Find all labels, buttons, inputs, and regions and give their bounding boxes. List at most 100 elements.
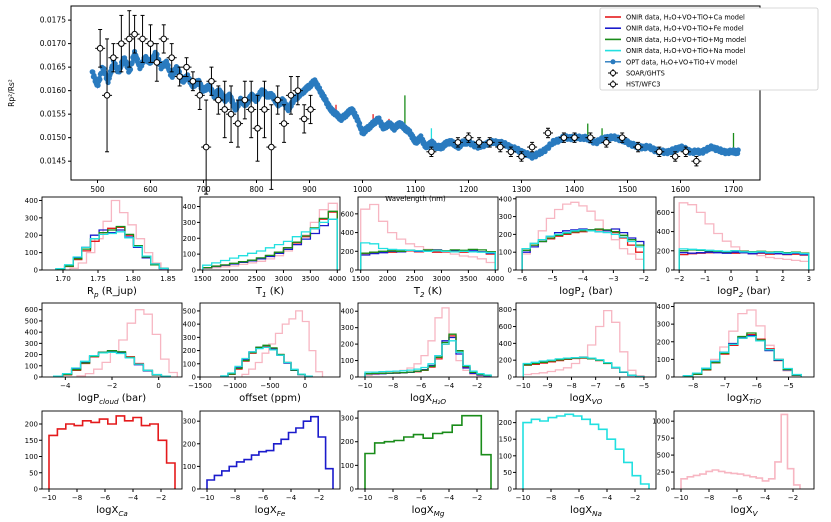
hist-panel-na: −10 −8 −6 −4 −2 0 50 100 150 200 logXNa	[499, 410, 657, 518]
y-tick-label: 500	[183, 307, 196, 315]
y-tick-label: 150	[499, 436, 512, 444]
hist-series-fe	[206, 415, 334, 489]
y-tick-label: 500	[25, 317, 38, 325]
x-tick-label: −9	[542, 382, 552, 390]
hist-frame	[357, 196, 499, 271]
hist-series-fe	[360, 249, 496, 270]
hist-frame	[515, 410, 657, 490]
y-tick-label: 200	[499, 419, 512, 427]
y-tick-label: 300	[25, 340, 38, 348]
data-point	[287, 92, 295, 99]
y-tick-label: 0	[350, 267, 354, 275]
x-tick-label: −4	[60, 382, 71, 390]
x-tick-label: 2500	[248, 275, 266, 283]
x-tick-label: −2	[314, 494, 324, 502]
hist-panel-h2o: −10 −8 −6 −4 −2 0 100 200 300 400 logXH₂O	[341, 302, 499, 406]
data-point	[227, 110, 235, 118]
y-tick-label: 100	[499, 249, 512, 257]
x-axis-label: logXTiO	[727, 393, 761, 406]
data-point	[544, 129, 552, 137]
y-tick-label: 400	[183, 203, 196, 211]
data-point	[189, 77, 197, 85]
data-point	[693, 157, 700, 165]
y-tick-label: 100	[657, 356, 670, 364]
data-point	[280, 120, 288, 127]
y-tick-label: 0	[508, 267, 512, 275]
x-tick-label: −8	[566, 382, 576, 390]
x-tick-label: −4	[128, 494, 139, 502]
hist-series-na	[522, 356, 645, 378]
data-point	[160, 35, 168, 43]
y-tick-label: 200	[499, 231, 512, 239]
y-tick-label: 300	[341, 324, 354, 332]
x-axis-label: logXMg	[412, 505, 445, 518]
hist-series-v	[76, 309, 178, 377]
x-tick-label: 4000	[328, 275, 346, 283]
x-tick-label: −7	[720, 382, 730, 390]
x-tick-label: 1.85	[160, 275, 176, 283]
data-point	[618, 134, 626, 141]
x-tick-label: −6	[752, 382, 763, 390]
x-tick-label: −4	[578, 275, 589, 283]
x-tick-label: 2000	[221, 275, 239, 283]
x-tick-label: 700	[196, 185, 211, 194]
x-tick-label: −4	[602, 494, 613, 502]
y-tick-label: 400	[499, 195, 512, 203]
y-tick-label: 0	[350, 374, 354, 382]
data-point	[428, 148, 435, 156]
x-tick-label: 1.75	[90, 275, 106, 283]
x-tick-label: 0	[729, 275, 733, 283]
legend-label: ONIR data, H₂O+VO+TiO+Fe model	[626, 25, 744, 33]
x-tick-label: 1700	[724, 185, 743, 194]
y-tick-label: 400	[183, 321, 196, 329]
x-axis-label: logXH₂O	[410, 393, 446, 406]
data-point	[682, 148, 690, 156]
y-tick-label: 0	[192, 374, 196, 382]
y-tick-label: 400	[25, 329, 38, 337]
y-tick-label: 0.0165	[40, 63, 66, 72]
y-tick-label: 300	[183, 219, 196, 227]
y-tick-label: 0	[508, 486, 512, 494]
hist-frame	[515, 196, 657, 271]
hist-series-v	[680, 413, 801, 489]
data-point	[234, 120, 242, 127]
hist-series-v	[202, 202, 338, 270]
legend-box	[599, 7, 819, 91]
hist-panel-tio: −8 −7 −6 −5 0 100 200 300 400 logXTiO	[657, 302, 815, 406]
x-tick-label: 1100	[406, 185, 425, 194]
x-axis-label: logXCa	[96, 505, 128, 518]
y-tick-label: 0	[666, 267, 670, 275]
y-tick-label: 200	[341, 341, 354, 349]
hist-series-ca	[48, 415, 176, 489]
y-tick-label: 300	[25, 214, 38, 222]
x-tick-label: −2	[788, 494, 798, 502]
y-tick-label: 0.0175	[40, 16, 66, 25]
x-tick-label: −10	[358, 494, 373, 502]
data-point	[153, 59, 161, 66]
x-tick-label: −5	[547, 275, 557, 283]
y-tick-label: 200	[341, 438, 354, 446]
y-tick-label: 150	[25, 437, 38, 445]
y-tick-label: 100	[25, 453, 38, 461]
x-axis-label: Wavelength (nm)	[385, 195, 446, 203]
y-tick-label: 600	[341, 210, 354, 218]
x-tick-label: 0	[156, 382, 160, 390]
hist-panel-fe: −10 −8 −6 −4 −2 0 100 200 300 logXFe	[183, 410, 341, 518]
y-tick-label: 800	[499, 306, 512, 314]
y-tick-label: 400	[657, 228, 670, 236]
x-axis-label: T1 (K)	[255, 286, 284, 299]
hist-series-na	[522, 413, 650, 489]
y-tick-label: 250	[657, 469, 670, 477]
y-tick-label: 200	[183, 347, 196, 355]
data-point	[215, 96, 222, 104]
hist-series-v	[69, 199, 162, 270]
data-point	[139, 35, 146, 43]
y-tick-label: 400	[657, 303, 670, 311]
hist-series-na	[220, 346, 313, 377]
x-tick-label: −500	[260, 382, 279, 390]
hist-frame	[673, 302, 815, 378]
y-tick-label: 500	[657, 452, 670, 460]
hist-series-na	[364, 340, 492, 377]
x-tick-label: −5	[783, 382, 793, 390]
